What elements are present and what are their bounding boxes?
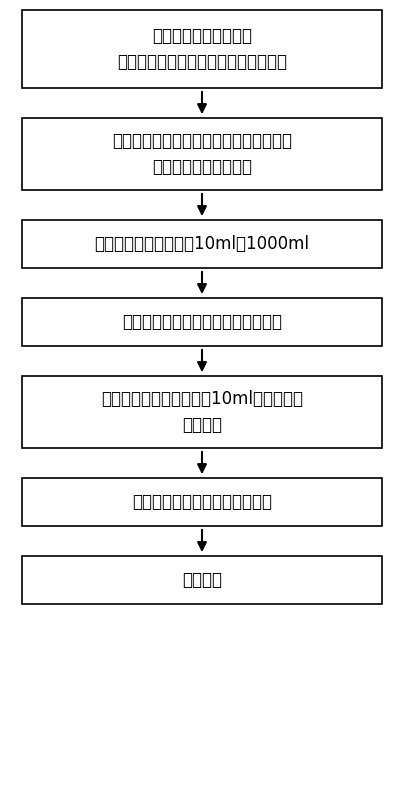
Bar bbox=[22, 376, 382, 448]
Bar bbox=[22, 556, 382, 604]
Text: 如需酸溶解，添加适当量酸溶解: 如需酸溶解，添加适当量酸溶解 bbox=[132, 493, 272, 511]
Text: 将粉末状物质进行计重，从而计算出消解
前后物质重量变化比例: 将粉末状物质进行计重，从而计算出消解 前后物质重量变化比例 bbox=[112, 132, 292, 176]
Text: 混匀备用: 混匀备用 bbox=[182, 571, 222, 589]
Text: 将消解完成后的试样由
不规则状态，研磨形成一定规格的粉末: 将消解完成后的试样由 不规则状态，研磨形成一定规格的粉末 bbox=[117, 27, 287, 71]
Bar bbox=[22, 298, 382, 346]
Bar bbox=[22, 478, 382, 526]
Bar bbox=[22, 220, 382, 268]
Text: 用水将粉末进行定容至10ml～1000ml: 用水将粉末进行定容至10ml～1000ml bbox=[95, 235, 309, 253]
Text: 将定容后的液态均匀搅拌至悬浮状态: 将定容后的液态均匀搅拌至悬浮状态 bbox=[122, 313, 282, 331]
Bar bbox=[22, 118, 382, 190]
Text: 从均匀搅拌后的溶液取出10ml制备为标准
的测试液: 从均匀搅拌后的溶液取出10ml制备为标准 的测试液 bbox=[101, 389, 303, 434]
Bar bbox=[22, 10, 382, 88]
